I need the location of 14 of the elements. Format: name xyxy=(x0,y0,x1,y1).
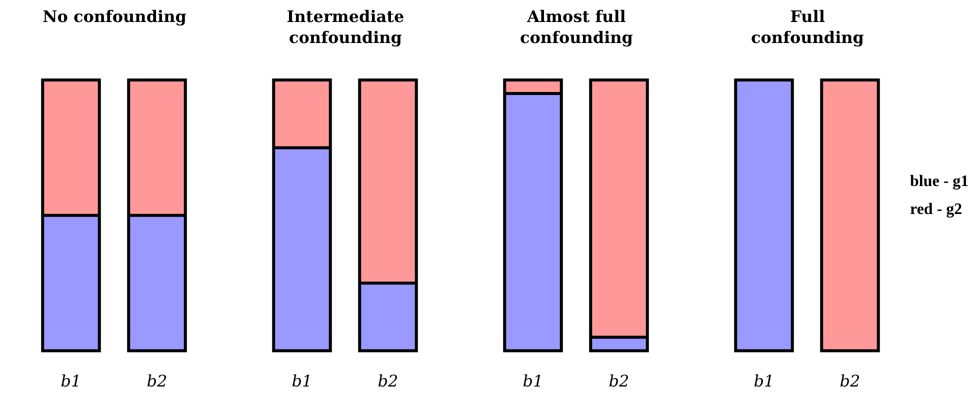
series-label: red - g2 xyxy=(910,200,964,220)
chart-title: Almost full confounding xyxy=(519,6,634,48)
x-tick-label: b1 xyxy=(292,372,312,391)
chart-title: No confounding xyxy=(42,6,188,27)
chart-title: Intermediate confounding xyxy=(286,6,406,48)
x-tick-label: b1 xyxy=(60,372,82,391)
x-tick-label: b2 xyxy=(378,372,398,391)
chart-title: Full confounding xyxy=(750,6,865,48)
x-tick-label: b2 xyxy=(840,372,860,391)
x-tick-label: b2 xyxy=(608,372,630,391)
text: blue - g1 xyxy=(910,172,969,192)
x-tick-label: b1 xyxy=(522,372,544,391)
x-tick-label: b1 xyxy=(754,372,774,391)
x-tick-label: b2 xyxy=(146,372,168,391)
